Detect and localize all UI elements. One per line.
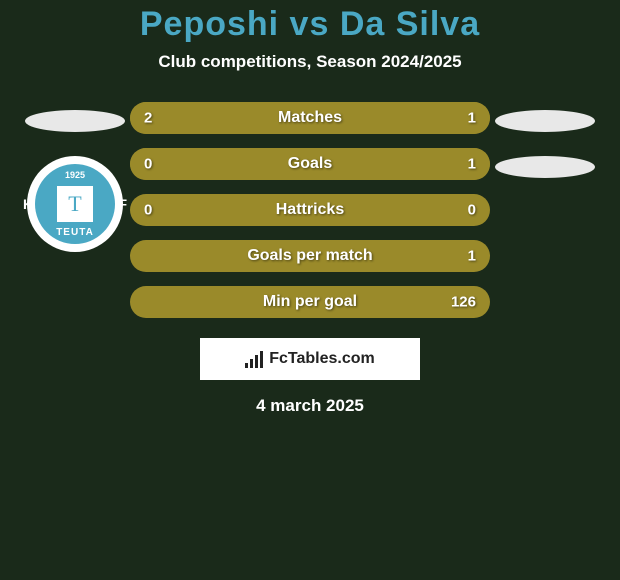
content-row: K F 1925 T TEUTA 2Matches10Goals10Hattri… bbox=[0, 102, 620, 318]
badge-right-tab: F bbox=[118, 196, 127, 212]
stat-bar: Goals per match1 bbox=[130, 240, 490, 272]
stat-right-value: 126 bbox=[451, 294, 476, 311]
stat-bar: 0Goals1 bbox=[130, 148, 490, 180]
stat-label: Goals per match bbox=[130, 240, 490, 272]
brand-text: FcTables.com bbox=[269, 350, 375, 368]
page-subtitle: Club competitions, Season 2024/2025 bbox=[158, 52, 461, 72]
stat-bar: 0Hattricks0 bbox=[130, 194, 490, 226]
stat-right-value: 1 bbox=[468, 156, 476, 173]
badge-club-name: TEUTA bbox=[56, 227, 94, 238]
stat-label: Goals bbox=[130, 148, 490, 180]
right-player-ellipse bbox=[495, 110, 595, 132]
stat-label: Min per goal bbox=[130, 286, 490, 318]
stats-column: 2Matches10Goals10Hattricks0Goals per mat… bbox=[130, 102, 490, 318]
stat-right-value: 1 bbox=[468, 110, 476, 127]
badge-left-tab: K bbox=[23, 196, 33, 212]
left-club-badge: K F 1925 T TEUTA bbox=[27, 156, 123, 252]
badge-year: 1925 bbox=[35, 170, 115, 180]
stat-bar: Min per goal126 bbox=[130, 286, 490, 318]
page-title: Peposhi vs Da Silva bbox=[140, 5, 480, 44]
badge-letter: T bbox=[57, 186, 93, 222]
date-text: 4 march 2025 bbox=[256, 396, 364, 416]
chart-icon bbox=[245, 350, 263, 368]
brand-logo: FcTables.com bbox=[200, 338, 420, 380]
stat-label: Hattricks bbox=[130, 194, 490, 226]
stat-bar: 2Matches1 bbox=[130, 102, 490, 134]
right-column bbox=[490, 102, 600, 202]
stat-right-value: 1 bbox=[468, 248, 476, 265]
left-column: K F 1925 T TEUTA bbox=[20, 102, 130, 252]
right-club-ellipse bbox=[495, 156, 595, 178]
badge-inner: 1925 T TEUTA bbox=[35, 164, 115, 244]
stat-label: Matches bbox=[130, 102, 490, 134]
stat-right-value: 0 bbox=[468, 202, 476, 219]
left-player-ellipse bbox=[25, 110, 125, 132]
